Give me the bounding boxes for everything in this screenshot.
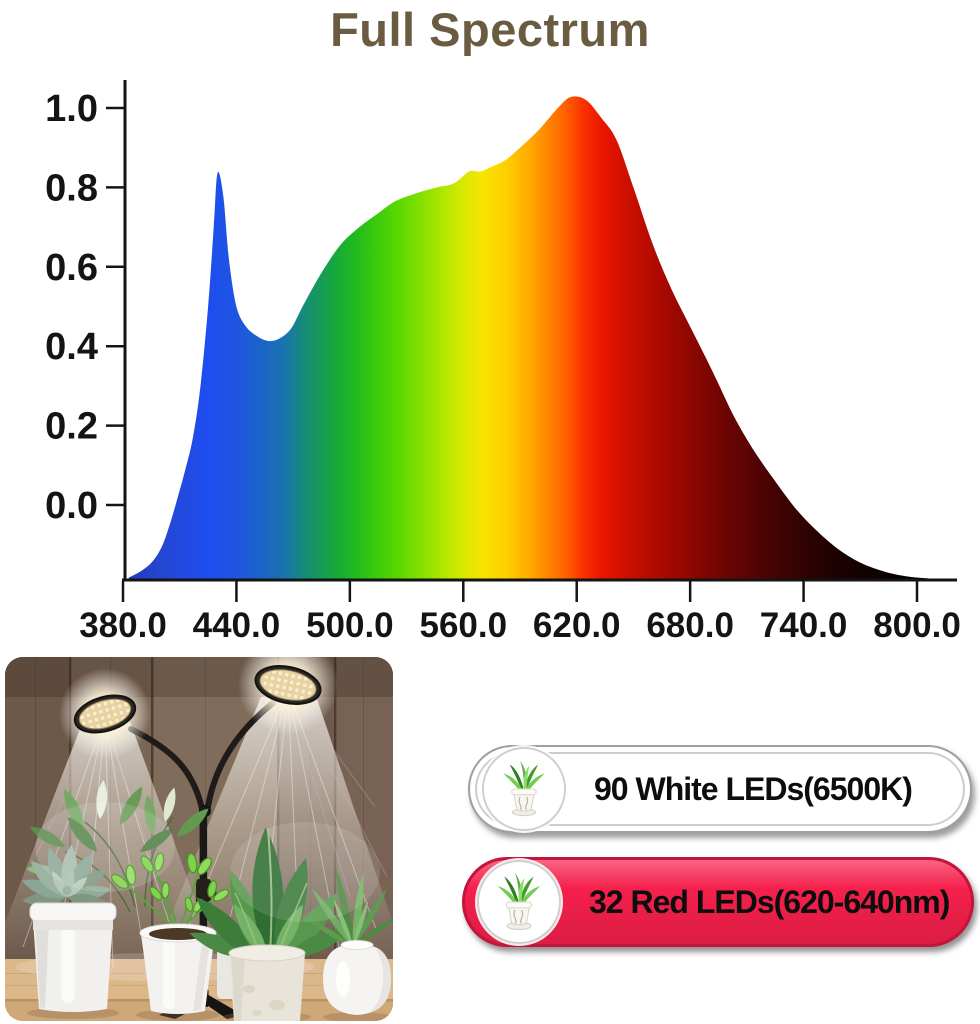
y-tick-label: 1.0 — [45, 88, 98, 130]
lamp-head-left — [73, 694, 137, 734]
y-tick-label: 0.2 — [45, 406, 98, 448]
spectrum-chart: 1.0 0.8 0.6 0.4 0.2 0.0 380.0 440.0 500.0 560.0 62… — [45, 80, 961, 645]
potted-plant-icon — [477, 860, 561, 944]
x-tick-label: 740.0 — [760, 606, 848, 645]
light-wash-right — [230, 822, 380, 922]
grow-light-heads — [59, 657, 338, 760]
plant-icon-leaves — [503, 760, 545, 792]
spectrum-area — [128, 96, 929, 579]
y-tick-label: 0.8 — [45, 167, 98, 209]
lamp-head-right — [254, 665, 322, 705]
vase — [323, 940, 391, 1021]
x-tick-label: 500.0 — [306, 606, 394, 645]
x-tick-label: 680.0 — [646, 606, 734, 645]
badge-red-leds-label: 32 Red LEDs(620-640nm) — [589, 883, 950, 920]
light-wash-left — [35, 802, 175, 892]
product-photo — [5, 657, 393, 1021]
badge-white-leds-label: 90 White LEDs(6500K) — [594, 770, 913, 807]
badge-white-leds: 90 White LEDs(6500K) — [468, 745, 972, 833]
x-tick-label: 560.0 — [419, 606, 507, 645]
plant-icon-pot — [505, 901, 533, 931]
y-tick-label: 0.0 — [45, 485, 98, 527]
x-tick-label: 620.0 — [533, 606, 621, 645]
pot-flytrap — [136, 923, 220, 1021]
x-tick-label: 380.0 — [79, 606, 167, 645]
y-tick-label: 0.6 — [45, 247, 98, 289]
x-tick-label: 440.0 — [193, 606, 281, 645]
plant-icon-pot — [511, 788, 537, 817]
plant-succulent — [19, 844, 113, 911]
y-tick-label: 0.4 — [45, 326, 98, 368]
x-tick-label: 800.0 — [873, 606, 961, 645]
potted-plant-icon — [482, 747, 566, 831]
page-title: Full Spectrum — [330, 3, 650, 56]
pot-succulent — [27, 902, 119, 1019]
grow-light-scene — [5, 657, 393, 1021]
plant-icon-leaves — [497, 872, 541, 905]
badge-red-leds: 32 Red LEDs(620-640nm) — [462, 857, 974, 947]
pot-peace-lily — [223, 944, 311, 1021]
